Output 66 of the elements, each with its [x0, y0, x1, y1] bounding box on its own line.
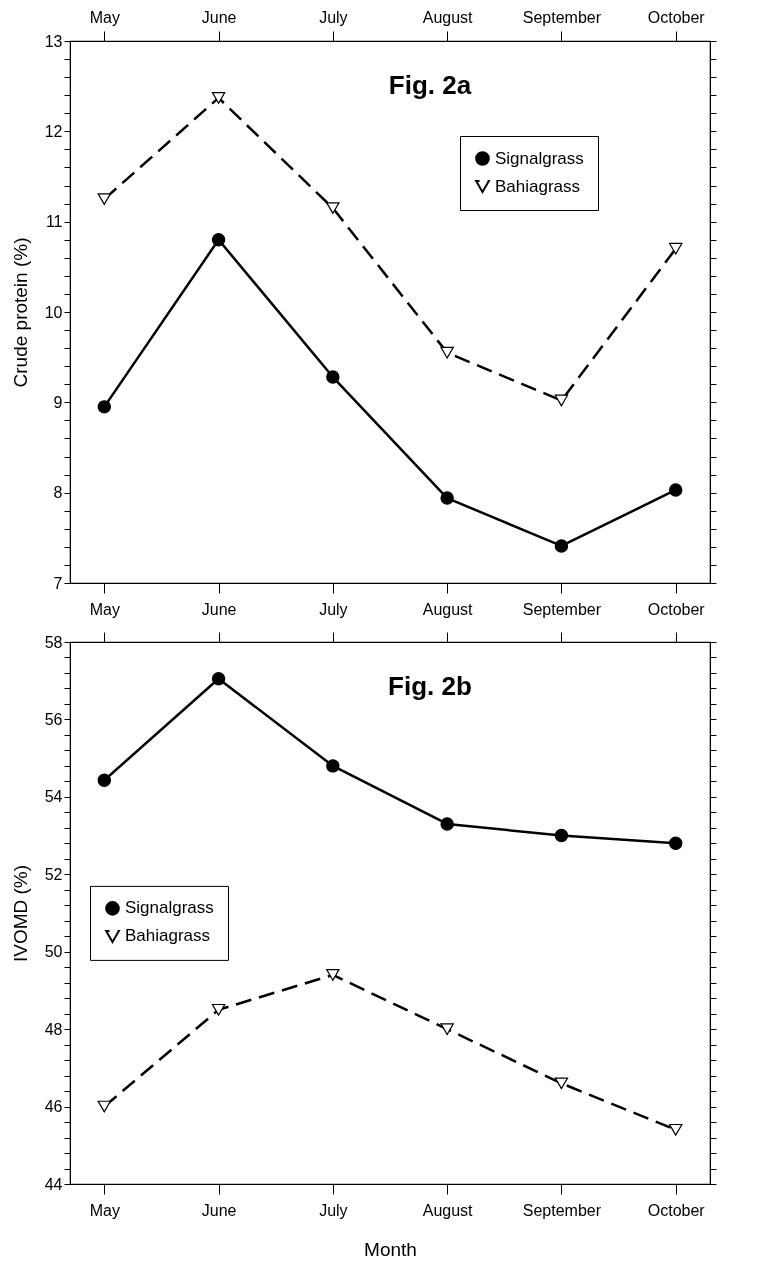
point: [326, 202, 340, 215]
text: Fig. 2a: [388, 70, 472, 100]
point: [440, 491, 454, 505]
text: Fig. 2b: [388, 671, 472, 701]
y-tick-label: 12: [44, 122, 63, 140]
point: [440, 817, 454, 831]
category-label: May: [89, 600, 120, 618]
point: [668, 483, 683, 497]
category-label: September: [522, 600, 602, 618]
y-tick-label: 46: [44, 1098, 63, 1116]
point: [97, 1100, 112, 1113]
y-tick-label: 48: [44, 1020, 63, 1038]
x-tick-label: July: [319, 8, 348, 26]
legend-label: Bahiagrass: [125, 926, 211, 946]
x-axis-title: Month: [364, 1238, 417, 1260]
x-tick-label: October: [647, 8, 706, 26]
category-label: June: [201, 600, 237, 618]
point: [211, 233, 226, 247]
point: [554, 539, 569, 553]
point: [668, 242, 683, 255]
y-tick-label: 58: [44, 633, 63, 651]
y-tick-label: 9: [53, 393, 63, 411]
x-tick-label: May: [89, 1201, 120, 1219]
legend-label: Signalgrass: [495, 148, 584, 168]
y-axis-title: Crude protein (%): [9, 237, 31, 388]
point: [440, 1023, 454, 1036]
y-tick-label: 7: [53, 574, 63, 592]
x-tick-label: May: [89, 8, 120, 26]
point: [326, 969, 340, 981]
x-tick-label: October: [647, 1201, 706, 1219]
x-tick-label: September: [522, 8, 602, 26]
legend-label: Signalgrass: [125, 898, 214, 918]
point: [554, 828, 569, 843]
category-label: July: [319, 600, 348, 618]
y-tick-label: 52: [44, 865, 63, 883]
x-tick-label: August: [422, 8, 474, 26]
x-tick-label: September: [522, 1201, 602, 1219]
category-label: October: [647, 600, 705, 618]
point: [211, 1003, 226, 1016]
y-tick-label: 44: [44, 1175, 63, 1193]
point: [326, 759, 340, 773]
x-tick-label: June: [201, 1201, 237, 1219]
point: [668, 836, 683, 851]
y-tick-label: 54: [44, 788, 63, 806]
x-tick-label: June: [201, 8, 237, 26]
x-tick-label: August: [422, 1201, 474, 1219]
point: [97, 400, 112, 414]
point: [211, 672, 226, 686]
point: [97, 193, 112, 205]
point: [668, 1123, 683, 1136]
point: [440, 346, 454, 359]
category-label: August: [422, 600, 473, 618]
y-tick-label: 56: [44, 710, 63, 728]
y-tick-label: 50: [44, 943, 63, 961]
y-axis-title: IVOMD (%): [9, 864, 31, 963]
point: [554, 1077, 569, 1090]
point: [326, 370, 340, 384]
legend-label: Bahiagrass: [495, 176, 581, 196]
y-tick-label: 10: [44, 303, 63, 321]
y-tick-label: 8: [53, 484, 63, 502]
y-tick-label: 11: [45, 213, 63, 231]
y-tick-label: 13: [44, 32, 63, 50]
point: [554, 394, 569, 407]
x-tick-label: July: [319, 1201, 348, 1219]
point: [211, 92, 226, 104]
point: [97, 773, 112, 787]
